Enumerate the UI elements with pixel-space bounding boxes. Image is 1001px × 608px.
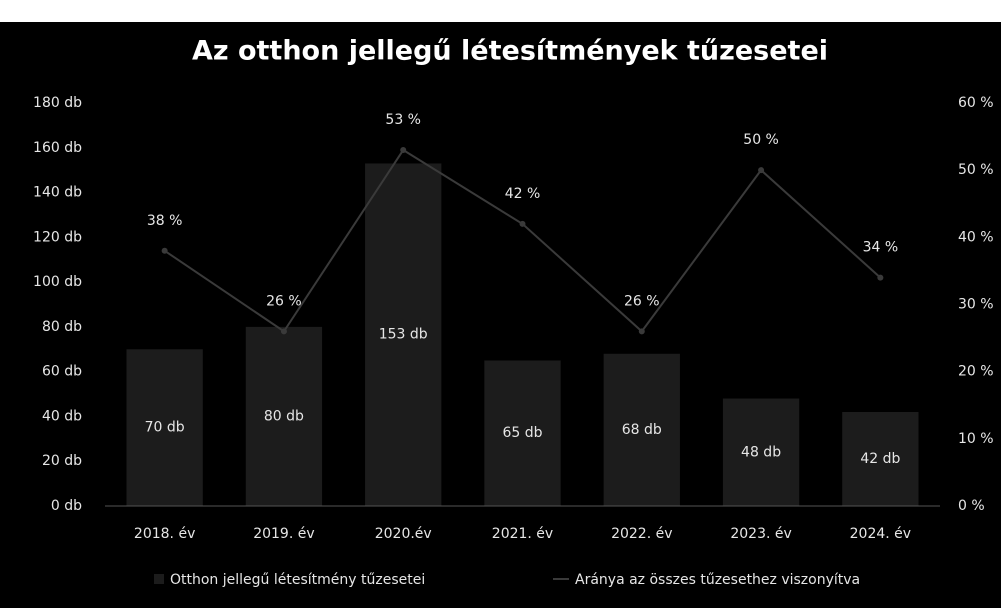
y2-tick-label: 50 %	[958, 162, 994, 178]
y-tick-label: 120 db	[33, 229, 82, 245]
y2-tick-label: 0 %	[958, 498, 985, 514]
line-point	[877, 274, 884, 281]
chart-background	[0, 22, 1001, 608]
bar	[245, 326, 323, 506]
bar	[603, 353, 680, 506]
x-tick-label: 2018. év	[134, 526, 195, 542]
bar	[722, 398, 800, 506]
y2-tick-label: 10 %	[958, 431, 994, 447]
y-tick-label: 180 db	[33, 95, 82, 111]
bar	[126, 349, 203, 506]
line-value-label: 34 %	[863, 240, 899, 256]
bar	[842, 411, 919, 506]
x-tick-label: 2021. év	[492, 526, 553, 542]
x-tick-label: 2019. év	[253, 526, 314, 542]
line-point	[280, 328, 287, 335]
x-tick-label: 2022. év	[611, 526, 672, 542]
line-value-label: 42 %	[505, 186, 541, 202]
x-tick-label: 2024. év	[850, 526, 911, 542]
y-tick-label: 60 db	[42, 364, 82, 380]
bar-value-label: 80 db	[264, 408, 304, 424]
y-tick-label: 100 db	[33, 274, 82, 290]
bar-value-label: 42 db	[860, 451, 900, 467]
y2-tick-label: 40 %	[958, 229, 994, 245]
y-tick-label: 160 db	[33, 140, 82, 156]
line-point	[638, 328, 645, 335]
y2-tick-label: 60 %	[958, 95, 994, 111]
legend-label: Aránya az összes tűzesethez viszonyítva	[575, 572, 860, 588]
y2-tick-label: 30 %	[958, 297, 994, 313]
line-value-label: 26 %	[624, 293, 660, 309]
y-tick-label: 40 db	[42, 408, 82, 424]
line-value-label: 53 %	[385, 112, 421, 128]
x-tick-label: 2023. év	[730, 526, 791, 542]
bar	[484, 360, 561, 506]
y-tick-label: 20 db	[42, 453, 82, 469]
bar-value-label: 68 db	[622, 422, 662, 438]
bar-value-label: 48 db	[741, 444, 781, 460]
legend-label: Otthon jellegű létesítmény tűzesetei	[170, 572, 425, 588]
x-tick-label: 2020.év	[375, 526, 432, 542]
y-tick-label: 140 db	[33, 185, 82, 201]
line-point	[519, 220, 526, 227]
chart-title: Az otthon jellegű létesítmények tűzesete…	[192, 36, 828, 67]
legend-swatch	[154, 574, 164, 584]
line-value-label: 50 %	[743, 132, 779, 148]
line-value-label: 26 %	[266, 293, 302, 309]
y2-tick-label: 20 %	[958, 364, 994, 380]
line-point	[758, 167, 765, 174]
bar-value-label: 153 db	[379, 327, 428, 343]
y-tick-label: 80 db	[42, 319, 82, 335]
y-tick-label: 0 db	[51, 498, 82, 514]
line-value-label: 38 %	[147, 213, 183, 229]
bar-value-label: 65 db	[502, 425, 542, 441]
line-point	[161, 247, 168, 254]
line-point	[400, 147, 407, 154]
bar-value-label: 70 db	[145, 420, 185, 436]
bar	[365, 163, 442, 506]
